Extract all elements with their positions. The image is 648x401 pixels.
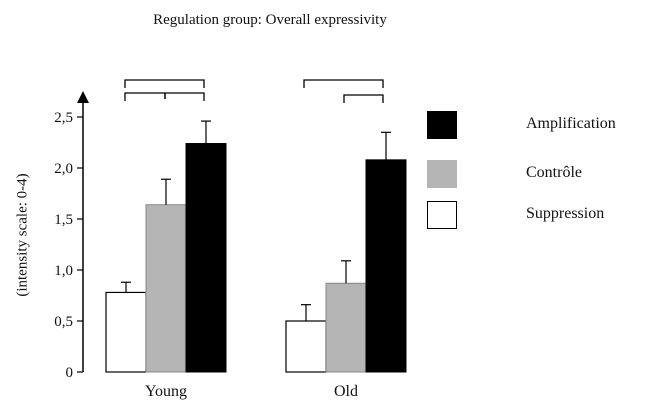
legend-label-suppression: Suppression (526, 205, 605, 222)
legend-swatch-suppression (427, 201, 457, 229)
bar-suppression-young (105, 291, 147, 373)
legend-swatch-controle (427, 160, 457, 188)
chart-title: Regulation group: Overall expressivity (153, 12, 387, 28)
legend-item-suppression: Suppression (427, 201, 647, 233)
legend-label-amplification: Amplification (526, 115, 616, 132)
legend-label-controle: Contrôle (526, 164, 582, 181)
legend-item-amplification: Amplification (427, 111, 647, 143)
significance-bracket-young-top (124, 79, 205, 88)
y-tick-label: 0 (66, 365, 74, 381)
bar-suppression-old (285, 320, 327, 373)
legend-swatch-amplification (427, 111, 457, 139)
significance-bracket-old-lower (343, 94, 384, 103)
y-tick-label: 1,5 (54, 212, 73, 228)
x-tick-label-old: Old (334, 383, 358, 400)
bar-contrle-old (325, 282, 367, 373)
y-tick-label: 0,5 (54, 314, 73, 330)
y-axis-arrow (77, 91, 89, 103)
y-tick-label: 2,5 (54, 110, 73, 126)
significance-bracket-old-top (303, 79, 384, 88)
bar-amplification-old (365, 159, 407, 373)
bar-amplification-young (185, 143, 227, 373)
bar-contrle-young (145, 204, 187, 373)
x-tick-label-young: Young (145, 383, 187, 400)
y-tick-label: 2,0 (54, 161, 73, 177)
y-tick-label: 1,0 (54, 263, 73, 279)
legend-item-controle: Contrôle (427, 160, 647, 192)
